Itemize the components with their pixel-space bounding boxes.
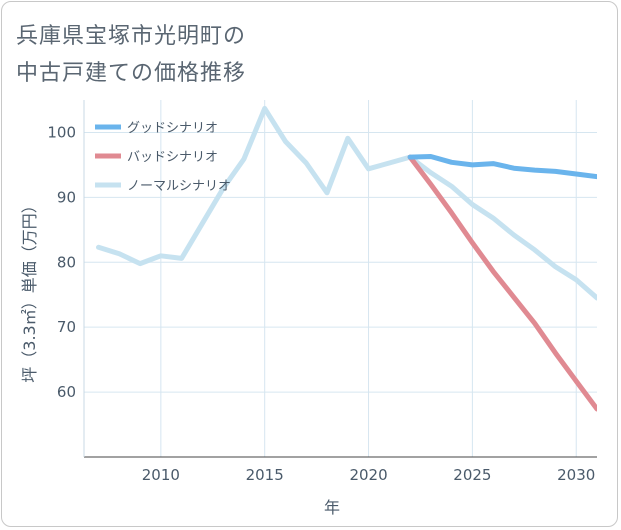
- x-tick-label: 2030: [557, 466, 595, 484]
- x-tick-label: 2010: [142, 466, 180, 484]
- x-tick-label: 2025: [453, 466, 491, 484]
- chart-title-line-1: 兵庫県宝塚市光明町の: [16, 24, 247, 49]
- y-tick-label: 70: [57, 318, 76, 336]
- y-tick-label: 100: [47, 123, 76, 141]
- axes: 2010 2015 2020 2025 2030 60 70 80 90 100: [47, 100, 597, 484]
- y-tick-label: 60: [57, 383, 76, 401]
- x-axis-label: 年: [324, 498, 340, 517]
- series-line-0: [407, 154, 597, 180]
- legend-label: バッドシナリオ: [127, 150, 218, 165]
- legend-label: ノーマルシナリオ: [127, 179, 231, 194]
- y-axis-label: 坪（3.3㎡）単価（万円）: [20, 197, 39, 382]
- legend-label: グッドシナリオ: [127, 121, 218, 136]
- y-tick-label: 80: [57, 253, 76, 271]
- series-line-2: [96, 105, 597, 301]
- series-lines: [96, 105, 597, 412]
- x-tick-label: 2015: [246, 466, 284, 484]
- chart-title-line-2: 中古戸建ての価格推移: [16, 61, 247, 86]
- y-tick-label: 90: [57, 188, 76, 206]
- x-tick-label: 2020: [349, 466, 387, 484]
- grid: [84, 100, 597, 457]
- series-line-1: [407, 154, 597, 412]
